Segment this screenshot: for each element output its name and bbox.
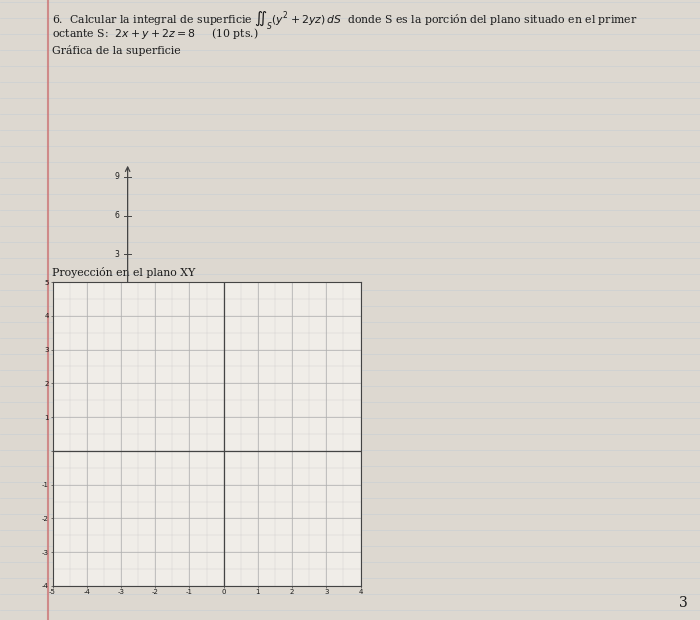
Text: 6: 6 xyxy=(114,211,119,220)
Text: 4: 4 xyxy=(197,305,202,314)
Text: 6.  Calcular la integral de superficie $\iint_{S}(y^{2}+2yz)\,dS$  donde S es la: 6. Calcular la integral de superficie $\… xyxy=(52,10,638,32)
Text: 2: 2 xyxy=(161,305,166,314)
Text: octante S:  $2x + y + 2z = 8$     (10 pts.): octante S: $2x + y + 2z = 8$ (10 pts.) xyxy=(52,26,259,41)
Text: 6: 6 xyxy=(232,305,237,314)
Text: 3: 3 xyxy=(114,250,119,259)
Text: Proyección en el plano XY: Proyección en el plano XY xyxy=(52,267,195,278)
Text: Gráfica de la superficie: Gráfica de la superficie xyxy=(52,45,181,56)
Text: 3: 3 xyxy=(679,596,688,610)
Text: 9: 9 xyxy=(114,172,119,182)
